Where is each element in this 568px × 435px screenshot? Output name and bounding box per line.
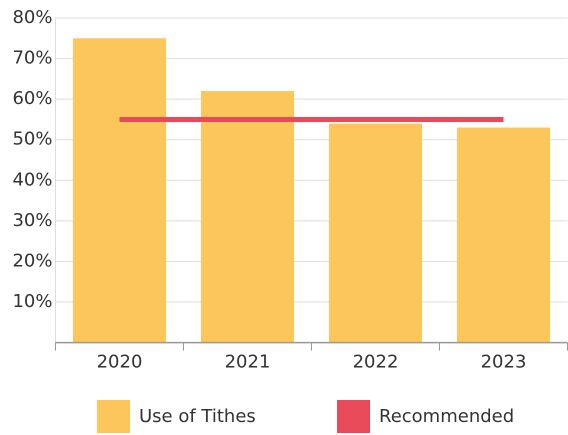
y-tick-label: 60%	[12, 88, 52, 109]
x-tick-label: 2021	[225, 352, 271, 373]
y-tick-label: 70%	[12, 48, 52, 69]
bar	[73, 38, 166, 343]
x-tick-label: 2022	[353, 352, 399, 373]
y-tick-label: 10%	[12, 291, 52, 312]
y-tick-label: 40%	[12, 169, 52, 190]
y-tick-label: 80%	[12, 7, 52, 28]
x-tick-label: 2023	[481, 352, 527, 373]
legend-label: Use of Tithes	[139, 406, 256, 427]
y-tick-label: 30%	[12, 210, 52, 231]
bar	[329, 123, 422, 343]
bar	[457, 127, 550, 343]
legend-label: Recommended	[379, 406, 514, 427]
legend-swatch	[337, 400, 370, 433]
legend-swatch	[97, 400, 130, 433]
x-tick-label: 2020	[97, 352, 143, 373]
bar	[201, 91, 294, 343]
y-tick-label: 20%	[12, 250, 52, 271]
y-tick-label: 50%	[12, 129, 52, 150]
